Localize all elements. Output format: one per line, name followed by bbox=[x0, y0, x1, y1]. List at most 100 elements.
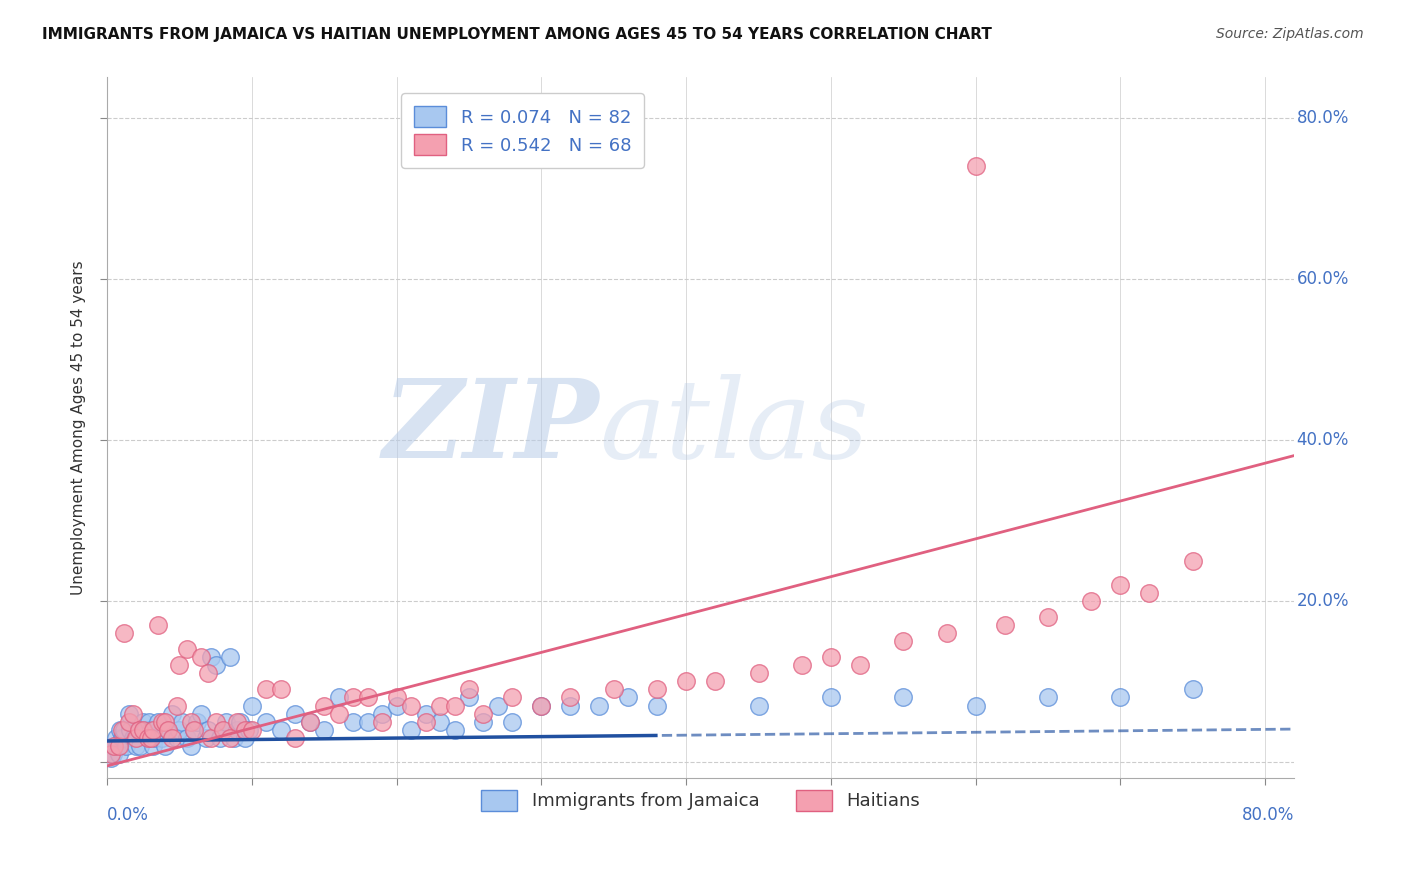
Point bbox=[965, 698, 987, 713]
Point bbox=[169, 723, 191, 737]
Point bbox=[105, 739, 128, 753]
Point bbox=[233, 723, 256, 737]
Point bbox=[965, 159, 987, 173]
Point bbox=[501, 690, 523, 705]
Point bbox=[1181, 682, 1204, 697]
Point bbox=[101, 747, 124, 761]
Point bbox=[176, 642, 198, 657]
Point bbox=[560, 690, 582, 705]
Point bbox=[139, 731, 162, 745]
Point bbox=[328, 706, 350, 721]
Point bbox=[356, 714, 378, 729]
Text: 60.0%: 60.0% bbox=[1296, 269, 1348, 288]
Point bbox=[314, 723, 336, 737]
Point bbox=[472, 714, 495, 729]
Point bbox=[104, 731, 127, 745]
Point bbox=[124, 731, 146, 745]
Point bbox=[103, 739, 125, 753]
Point bbox=[270, 682, 292, 697]
Point bbox=[160, 706, 183, 721]
Point bbox=[891, 690, 914, 705]
Point bbox=[132, 723, 155, 737]
Text: 80.0%: 80.0% bbox=[1241, 806, 1294, 824]
Point bbox=[994, 618, 1017, 632]
Point bbox=[107, 747, 129, 761]
Point bbox=[183, 723, 205, 737]
Y-axis label: Unemployment Among Ages 45 to 54 years: Unemployment Among Ages 45 to 54 years bbox=[72, 260, 86, 595]
Point bbox=[118, 714, 141, 729]
Point bbox=[166, 698, 188, 713]
Point bbox=[328, 690, 350, 705]
Point bbox=[240, 698, 263, 713]
Point bbox=[100, 747, 122, 761]
Point bbox=[1137, 586, 1160, 600]
Point bbox=[156, 723, 179, 737]
Point bbox=[603, 682, 626, 697]
Point bbox=[1109, 578, 1132, 592]
Point bbox=[122, 706, 145, 721]
Point bbox=[139, 723, 162, 737]
Point bbox=[204, 658, 226, 673]
Text: 0.0%: 0.0% bbox=[107, 806, 149, 824]
Point bbox=[128, 723, 150, 737]
Point bbox=[111, 731, 134, 745]
Point bbox=[212, 723, 235, 737]
Point bbox=[115, 739, 138, 753]
Point bbox=[270, 723, 292, 737]
Point bbox=[190, 706, 212, 721]
Point bbox=[186, 714, 208, 729]
Point bbox=[190, 650, 212, 665]
Point bbox=[238, 723, 260, 737]
Text: Source: ZipAtlas.com: Source: ZipAtlas.com bbox=[1216, 27, 1364, 41]
Text: 80.0%: 80.0% bbox=[1296, 109, 1348, 127]
Point bbox=[103, 739, 125, 753]
Point bbox=[229, 714, 252, 729]
Point bbox=[114, 723, 136, 737]
Point bbox=[156, 723, 179, 737]
Point bbox=[342, 690, 364, 705]
Point bbox=[790, 658, 813, 673]
Point bbox=[342, 714, 364, 729]
Point bbox=[180, 739, 202, 753]
Point bbox=[194, 731, 217, 745]
Point bbox=[747, 666, 769, 681]
Point bbox=[385, 698, 408, 713]
Point bbox=[226, 723, 249, 737]
Point bbox=[136, 731, 159, 745]
Point bbox=[153, 739, 176, 753]
Point bbox=[150, 714, 173, 729]
Point bbox=[443, 723, 465, 737]
Point bbox=[136, 731, 159, 745]
Point bbox=[1080, 594, 1102, 608]
Point bbox=[134, 723, 156, 737]
Text: 40.0%: 40.0% bbox=[1296, 431, 1348, 449]
Point bbox=[160, 731, 183, 745]
Point bbox=[200, 650, 222, 665]
Point bbox=[110, 723, 132, 737]
Point bbox=[675, 674, 697, 689]
Point bbox=[107, 739, 129, 753]
Point bbox=[747, 698, 769, 713]
Point bbox=[183, 723, 205, 737]
Point bbox=[458, 690, 481, 705]
Point bbox=[385, 690, 408, 705]
Point bbox=[298, 714, 321, 729]
Point bbox=[208, 731, 231, 745]
Point bbox=[399, 698, 422, 713]
Point bbox=[146, 618, 169, 632]
Point bbox=[254, 714, 277, 729]
Text: ZIP: ZIP bbox=[382, 374, 600, 482]
Point bbox=[108, 723, 131, 737]
Point bbox=[415, 714, 437, 729]
Point bbox=[429, 714, 451, 729]
Point bbox=[820, 690, 842, 705]
Point bbox=[176, 731, 198, 745]
Point bbox=[219, 650, 242, 665]
Point bbox=[284, 731, 307, 745]
Point bbox=[120, 723, 142, 737]
Point bbox=[197, 666, 219, 681]
Point bbox=[371, 714, 394, 729]
Point bbox=[443, 698, 465, 713]
Point bbox=[415, 706, 437, 721]
Point bbox=[172, 714, 194, 729]
